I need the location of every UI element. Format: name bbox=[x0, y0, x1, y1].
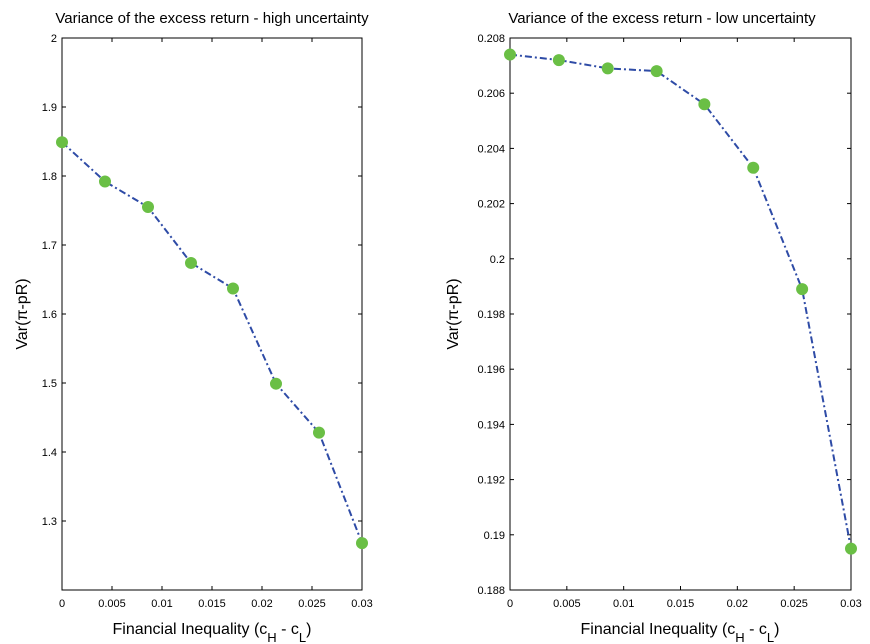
data-point bbox=[270, 377, 282, 390]
y-axis-label: Var(π-pR) bbox=[445, 278, 462, 349]
x-axis-label-sub-l: L bbox=[767, 630, 774, 644]
x-ticks: 0 0.005 0.01 0.015 0.02 0.025 0.03 bbox=[507, 38, 862, 610]
y-tick-label: 0.196 bbox=[477, 364, 505, 376]
x-tick-label: 0.03 bbox=[351, 598, 372, 610]
data-point bbox=[313, 426, 325, 439]
x-axis-label: Financial Inequality (cH - cL) bbox=[581, 621, 780, 644]
chart-high-uncertainty: Variance of the excess return - high unc… bbox=[14, 10, 373, 644]
data-point bbox=[356, 537, 368, 550]
y-tick-label: 0.206 bbox=[477, 88, 505, 100]
data-point bbox=[56, 136, 68, 149]
x-axis-label: Financial Inequality (cH - cL) bbox=[113, 621, 312, 644]
x-tick-label: 0 bbox=[59, 598, 65, 610]
data-point bbox=[504, 48, 516, 61]
x-axis-label-sub-l: L bbox=[299, 630, 306, 644]
x-tick-label: 0.02 bbox=[727, 598, 748, 610]
x-tick-label: 0.015 bbox=[198, 598, 226, 610]
x-axis-label-mid: - c bbox=[277, 621, 299, 638]
x-axis-label-sub-h: H bbox=[735, 630, 744, 644]
y-ticks: 0.188 0.19 0.192 0.194 0.196 0.198 0.2 0.202 0.2… bbox=[477, 33, 851, 597]
x-axis-label-mid: - c bbox=[745, 621, 767, 638]
y-tick-label: 2 bbox=[51, 33, 57, 45]
data-point bbox=[747, 161, 760, 174]
y-tick-label: 1.9 bbox=[42, 102, 57, 114]
chart-title: Variance of the excess return - low unce… bbox=[508, 10, 816, 27]
x-tick-label: 0.02 bbox=[251, 598, 272, 610]
chart-low-uncertainty: Variance of the excess return - low unce… bbox=[445, 10, 862, 644]
y-tick-label: 0.19 bbox=[484, 530, 505, 542]
y-ticks: 1.3 1.4 1.5 1.6 1.7 1.8 1.9 2 bbox=[42, 33, 362, 528]
x-tick-label: 0.01 bbox=[613, 598, 634, 610]
x-tick-label: 0.025 bbox=[780, 598, 808, 610]
data-point bbox=[552, 54, 565, 67]
x-tick-label: 0.005 bbox=[553, 598, 581, 610]
x-tick-label: 0 bbox=[507, 598, 513, 610]
y-axis-label: Var(π-pR) bbox=[14, 278, 31, 349]
y-tick-label: 0.188 bbox=[477, 585, 505, 597]
plot-area bbox=[504, 48, 857, 555]
y-tick-label: 1.5 bbox=[42, 378, 57, 390]
x-axis-label-main: Financial Inequality (c bbox=[581, 621, 736, 638]
data-point bbox=[99, 175, 111, 188]
x-tick-label: 0.025 bbox=[298, 598, 326, 610]
y-tick-label: 1.6 bbox=[42, 309, 57, 321]
series-line bbox=[61, 141, 363, 544]
y-tick-label: 0.194 bbox=[477, 419, 505, 431]
x-axis-label-sub-h: H bbox=[267, 630, 276, 644]
x-tick-label: 0.015 bbox=[667, 598, 695, 610]
x-axis-label-end: ) bbox=[306, 621, 311, 638]
x-tick-label: 0.03 bbox=[840, 598, 861, 610]
data-point bbox=[142, 201, 154, 214]
x-tick-label: 0.01 bbox=[151, 598, 172, 610]
x-axis-label-end: ) bbox=[774, 621, 779, 638]
y-tick-label: 0.204 bbox=[477, 143, 505, 155]
y-tick-label: 1.8 bbox=[42, 171, 57, 183]
data-point bbox=[601, 62, 614, 75]
y-tick-label: 0.198 bbox=[477, 309, 505, 321]
x-ticks: 0 0.005 0.01 0.015 0.02 0.025 0.03 bbox=[59, 38, 373, 610]
y-tick-label: 1.3 bbox=[42, 516, 57, 528]
series-line bbox=[509, 53, 852, 549]
x-axis-label-main: Financial Inequality (c bbox=[113, 621, 268, 638]
y-tick-label: 0.2 bbox=[490, 254, 505, 266]
data-point bbox=[185, 256, 197, 269]
y-tick-label: 1.4 bbox=[42, 447, 57, 459]
data-point bbox=[227, 282, 239, 295]
chart-title: Variance of the excess return - high unc… bbox=[55, 10, 369, 27]
data-point bbox=[796, 283, 809, 296]
y-tick-label: 0.208 bbox=[477, 33, 505, 45]
y-tick-label: 0.202 bbox=[477, 199, 505, 211]
data-point bbox=[698, 98, 711, 111]
data-point bbox=[650, 65, 663, 78]
x-tick-label: 0.005 bbox=[98, 598, 126, 610]
y-tick-label: 1.7 bbox=[42, 240, 57, 252]
y-tick-label: 0.192 bbox=[477, 475, 505, 487]
plot-area bbox=[56, 136, 368, 550]
data-point bbox=[845, 542, 857, 555]
